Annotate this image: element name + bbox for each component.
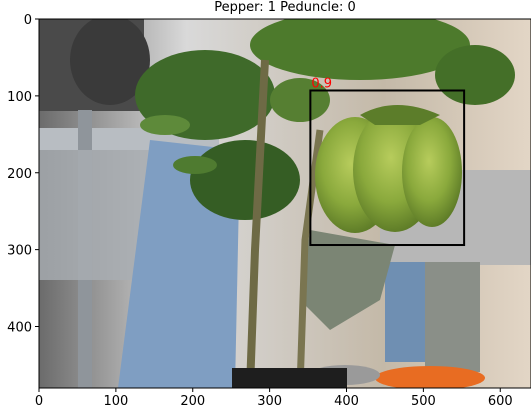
detection-layer: 0.9	[309, 76, 466, 247]
chart-title: Pepper: 1 Peduncle: 0	[214, 0, 356, 15]
x-axis: 0 100 200 300 400 500 600	[35, 388, 513, 409]
leaf-right	[435, 45, 515, 105]
axes-frame	[38, 18, 531, 389]
pepper-lobe-right	[402, 117, 462, 227]
shoe-orange	[375, 366, 485, 388]
y-axis: 0 100 200 300 400	[7, 13, 39, 336]
pants-right	[425, 262, 480, 372]
x-tick-label: 400	[334, 394, 359, 409]
leaf-small-3	[270, 78, 330, 122]
pepper-calyx	[360, 105, 440, 125]
x-tick-label: 600	[488, 394, 513, 409]
leaf-small-2	[173, 156, 217, 174]
x-tick-label: 500	[411, 394, 436, 409]
plant-stem-1	[246, 59, 269, 388]
x-tick-label: 200	[180, 394, 205, 409]
y-tick-label: 400	[7, 321, 32, 336]
x-tick-label: 0	[35, 394, 43, 409]
leaf-cluster-top	[250, 19, 470, 80]
y-tick-label: 300	[7, 244, 32, 259]
leaf-cluster-mid	[190, 140, 300, 220]
x-tick-label: 100	[103, 394, 128, 409]
detection-box	[309, 89, 466, 247]
plant-pot	[232, 368, 347, 388]
y-tick-label: 0	[24, 13, 32, 28]
detection-score-label: 0.9	[311, 76, 332, 91]
mesh-bag	[300, 230, 395, 330]
plant-stem-2	[296, 129, 324, 388]
machine-wheel	[70, 19, 150, 105]
leaf-small-1	[140, 115, 190, 135]
y-tick-label: 100	[7, 90, 32, 105]
x-tick-label: 300	[257, 394, 282, 409]
y-tick-label: 200	[7, 167, 32, 182]
photo-image	[39, 19, 531, 388]
metal-frame	[39, 150, 149, 280]
pepper-fruit	[315, 105, 462, 233]
